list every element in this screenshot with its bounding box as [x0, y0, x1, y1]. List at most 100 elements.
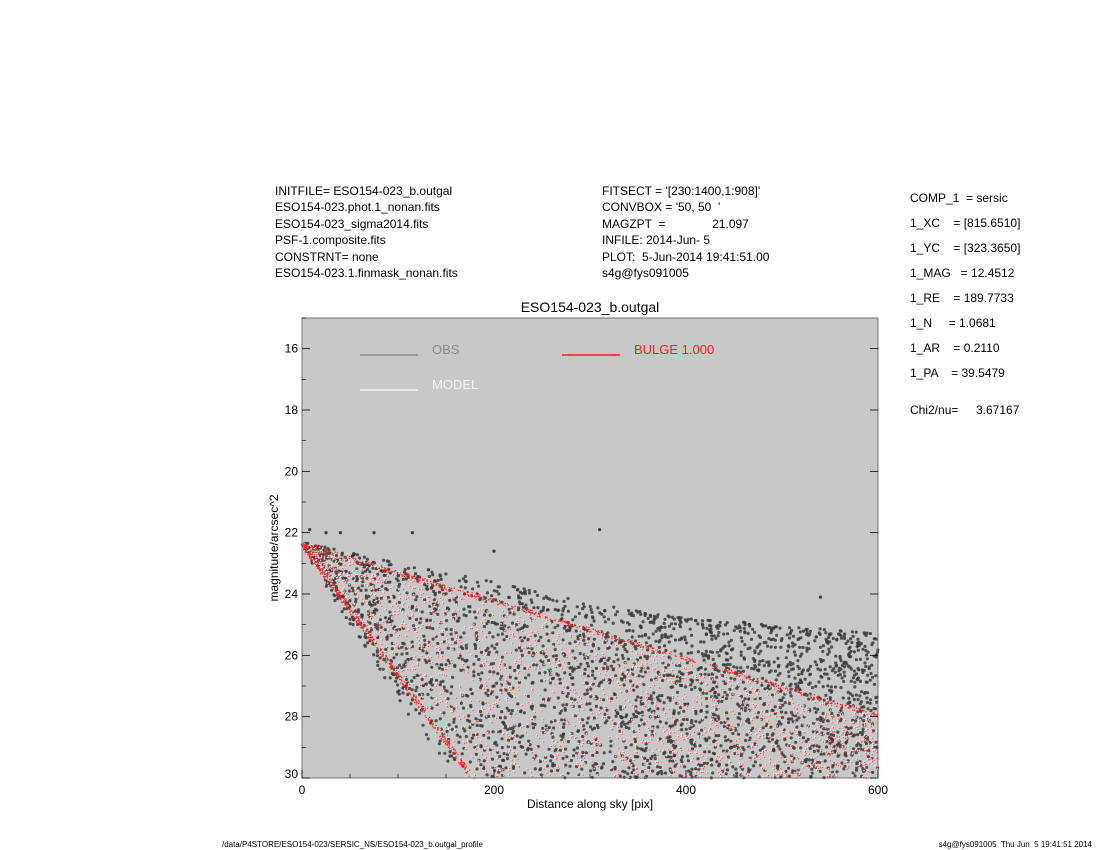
obs-point: [862, 668, 866, 673]
obs-point: [701, 654, 706, 658]
obs-point: [776, 765, 780, 769]
obs-point: [849, 679, 853, 683]
obs-point: [411, 624, 416, 628]
obs-point: [500, 773, 505, 777]
bulge-point: [324, 570, 326, 572]
obs-point: [532, 606, 536, 610]
obs-point: [658, 638, 662, 643]
obs-point: [859, 743, 863, 748]
obs-point: [518, 710, 523, 714]
obs-point: [748, 736, 752, 740]
obs-point: [800, 724, 804, 728]
bulge-point: [538, 660, 540, 662]
header-mid-line: PLOT: 5-Jun-2014 19:41:51.00: [602, 249, 770, 264]
obs-point: [630, 635, 634, 639]
obs-point: [482, 759, 486, 763]
obs-point: [569, 758, 574, 763]
obs-point: [871, 770, 875, 775]
obs-point: [503, 624, 507, 628]
obs-point: [741, 680, 745, 684]
obs-point: [403, 567, 407, 572]
obs-point: [854, 719, 858, 723]
obs-point: [356, 610, 360, 614]
obs-point: [440, 651, 444, 655]
obs-point: [563, 624, 567, 628]
bulge-point: [374, 626, 376, 628]
obs-point: [761, 676, 765, 681]
obs-point: [800, 672, 804, 676]
obs-point: [542, 596, 546, 601]
bulge-point: [699, 767, 701, 769]
obs-point: [507, 595, 511, 600]
obs-point: [655, 615, 659, 619]
obs-point: [473, 610, 477, 614]
bulge-point: [597, 648, 599, 651]
bulge-point: [641, 695, 643, 698]
obs-point: [713, 667, 717, 672]
obs-point: [466, 665, 470, 669]
obs-point: [839, 686, 843, 690]
obs-point: [818, 632, 822, 637]
obs-point: [864, 664, 868, 669]
bulge-point: [394, 643, 396, 645]
component-param: 1_PA = 39.5479: [910, 366, 1005, 380]
obs-point: [387, 563, 391, 567]
obs-point: [740, 707, 744, 711]
obs-point: [442, 640, 446, 644]
obs-point: [603, 712, 607, 716]
obs-point: [705, 710, 709, 714]
obs-point: [683, 638, 687, 642]
header-left-line: INITFILE= ESO154-023_b.outgal: [275, 184, 453, 198]
obs-point: [440, 588, 445, 592]
obs-point: [728, 746, 733, 750]
obs-point: [446, 658, 450, 663]
obs-point: [568, 666, 572, 670]
obs-point: [618, 774, 622, 778]
obs-point: [561, 607, 566, 611]
obs-point: [647, 766, 651, 770]
obs-point: [431, 573, 435, 577]
obs-point: [722, 645, 726, 649]
obs-point: [611, 668, 616, 672]
obs-point: [872, 707, 876, 711]
obs-point: [807, 633, 811, 637]
obs-point: [568, 764, 572, 768]
obs-point: [634, 705, 638, 709]
obs-point: [623, 722, 627, 727]
obs-point: [589, 695, 593, 699]
obs-point: [583, 692, 587, 696]
obs-point: [842, 767, 846, 771]
obs-point: [723, 623, 728, 627]
obs-point: [744, 706, 748, 710]
obs-point: [513, 585, 517, 589]
obs-point: [826, 731, 830, 736]
obs-point: [364, 588, 368, 592]
obs-point: [825, 739, 829, 743]
obs-point: [421, 649, 425, 653]
obs-point: [726, 717, 730, 721]
obs-point: [855, 677, 859, 681]
obs-point: [519, 744, 523, 749]
obs-point: [561, 725, 566, 730]
bulge-point: [742, 764, 744, 766]
obs-point: [644, 746, 648, 751]
obs-point: [647, 696, 651, 701]
obs-point: [590, 727, 595, 731]
bulge-point: [595, 659, 597, 661]
obs-point: [355, 577, 359, 581]
obs-point: [627, 609, 631, 613]
obs-point: [828, 665, 832, 669]
obs-point: [791, 641, 795, 645]
bulge-point: [635, 731, 638, 733]
obs-point: [737, 624, 741, 628]
obs-point: [817, 680, 821, 684]
obs-point: [479, 650, 483, 655]
obs-point: [852, 697, 857, 702]
obs-point: [434, 719, 438, 723]
obs-point: [536, 606, 540, 610]
obs-point: [514, 676, 518, 680]
obs-point: [791, 713, 795, 717]
obs-point: [401, 691, 405, 695]
bulge-point: [400, 610, 402, 612]
bulge-point: [862, 714, 865, 716]
